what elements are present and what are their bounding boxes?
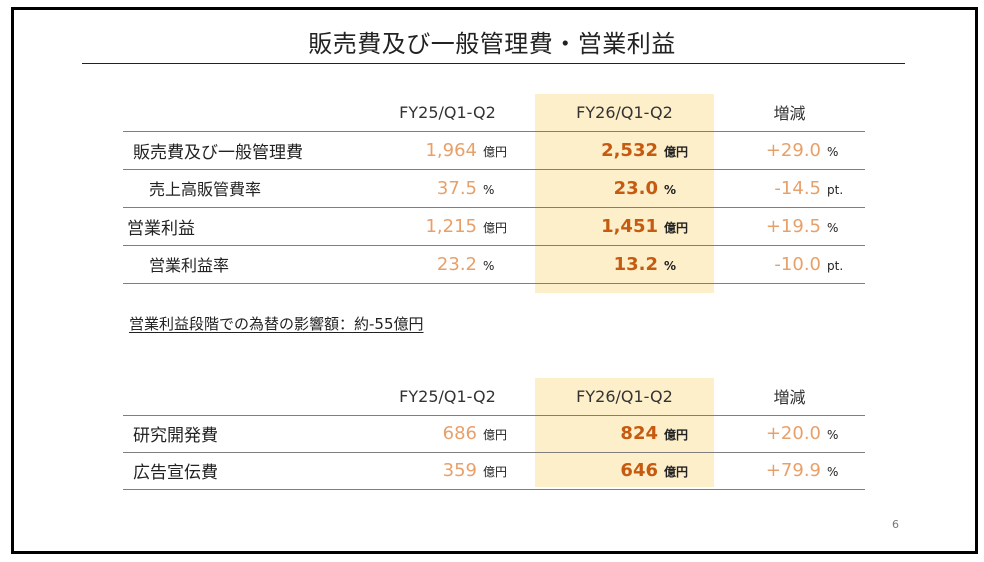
title-divider: [82, 63, 905, 64]
rd-advertising-table: FY25/Q1-Q2 FY26/Q1-Q2 増減 研究開発費 686 億円 824…: [123, 378, 865, 490]
fy25-cell: 1,964 億円: [360, 130, 535, 169]
fy26-value: 824: [620, 423, 658, 444]
row-label: 営業利益率: [123, 244, 360, 284]
fy26-value: 1,451: [601, 215, 658, 237]
header-change: 増減: [773, 388, 806, 408]
fy26-value: 646: [620, 460, 658, 481]
row-label: 営業利益: [123, 206, 360, 245]
slide-frame: [11, 7, 978, 554]
table-header-row: FY25/Q1-Q2 FY26/Q1-Q2 増減: [123, 378, 865, 415]
row-label: 販売費及び一般管理費: [123, 130, 360, 169]
table-header-row: FY25/Q1-Q2 FY26/Q1-Q2 増減: [123, 94, 865, 131]
change-unit: %: [827, 220, 839, 235]
table-row: 売上高販管費率 37.5% 23.0% -14.5 pt.: [123, 168, 865, 207]
fy26-cell: 1,451 億円: [535, 206, 714, 245]
fy25-unit: %: [483, 182, 495, 197]
fy26-cell: 13.2%: [535, 244, 714, 284]
change-value: +20.0: [765, 423, 821, 444]
fy26-unit: %: [664, 258, 677, 273]
row-label: 研究開発費: [123, 414, 360, 452]
fy26-value: 2,532: [601, 139, 658, 161]
fy26-cell: 23.0%: [535, 168, 714, 207]
header-blank: [123, 378, 360, 415]
change-cell: +20.0%: [714, 414, 865, 452]
fy26-value: 23.0: [613, 177, 658, 199]
change-cell: +79.9%: [714, 451, 865, 490]
change-unit: %: [827, 428, 839, 442]
fy25-value: 37.5: [436, 177, 477, 199]
fy25-value: 23.2: [436, 253, 477, 275]
fy26-value: 13.2: [613, 253, 658, 275]
fy25-cell: 23.2%: [360, 244, 535, 284]
fy26-unit: 億円: [664, 465, 689, 479]
header-blank: [123, 94, 360, 131]
table-row: 研究開発費 686 億円 824 億円 +20.0%: [123, 414, 865, 452]
header-fy26: FY26/Q1-Q2: [576, 102, 673, 122]
fy25-cell: 1,215 億円: [360, 206, 535, 245]
fy25-value: 359: [442, 460, 477, 481]
fy26-cell: 2,532 億円: [535, 130, 714, 169]
fy26-unit: 億円: [664, 144, 689, 159]
header-fy25: FY25/Q1-Q2: [399, 102, 496, 122]
page-number: 6: [892, 518, 899, 531]
change-unit: %: [827, 144, 839, 159]
table-row: 営業利益率 23.2% 13.2% -10.0 pt.: [123, 244, 865, 284]
change-value: +19.5: [765, 215, 821, 237]
change-unit: pt.: [827, 182, 844, 197]
fy25-unit: 億円: [483, 220, 508, 235]
fy25-unit: 億円: [483, 144, 508, 159]
change-value: -14.5: [774, 177, 821, 199]
fy25-cell: 37.5%: [360, 168, 535, 207]
change-cell: -10.0 pt.: [714, 244, 865, 284]
fy26-unit: 億円: [664, 220, 689, 235]
fy25-cell: 686 億円: [360, 414, 535, 452]
fy26-cell: 824 億円: [535, 414, 714, 452]
fy25-unit: 億円: [483, 465, 508, 479]
change-cell: -14.5 pt.: [714, 168, 865, 207]
change-value: +29.0: [765, 139, 821, 161]
slide-title: 販売費及び一般管理費・営業利益: [308, 30, 676, 58]
table-row: 営業利益 1,215 億円 1,451 億円 +19.5%: [123, 206, 865, 245]
change-unit: %: [827, 465, 839, 479]
fy26-unit: %: [664, 182, 677, 197]
table-row: 広告宣伝費 359 億円 646 億円 +79.9%: [123, 451, 865, 490]
change-cell: +19.5%: [714, 206, 865, 245]
header-fy25: FY25/Q1-Q2: [399, 386, 496, 406]
change-cell: +29.0%: [714, 130, 865, 169]
sga-operating-profit-table: FY25/Q1-Q2 FY26/Q1-Q2 増減 販売費及び一般管理費 1,96…: [123, 94, 865, 284]
header-change: 増減: [773, 104, 806, 124]
fy25-value: 686: [442, 423, 477, 444]
fy25-cell: 359 億円: [360, 451, 535, 490]
change-value: +79.9: [765, 460, 821, 481]
fx-impact-note: 営業利益段階での為替の影響額：約-55億円: [129, 315, 424, 333]
fy26-cell: 646 億円: [535, 451, 714, 490]
row-label: 売上高販管費率: [123, 168, 360, 207]
change-value: -10.0: [774, 253, 821, 275]
change-unit: pt.: [827, 258, 844, 273]
header-fy26: FY26/Q1-Q2: [576, 386, 673, 406]
row-label: 広告宣伝費: [123, 451, 360, 490]
fy25-unit: 億円: [483, 428, 508, 442]
fy25-value: 1,215: [425, 215, 477, 237]
fy26-unit: 億円: [664, 428, 689, 442]
fy25-value: 1,964: [425, 139, 477, 161]
fy25-unit: %: [483, 258, 495, 273]
table-row: 販売費及び一般管理費 1,964 億円 2,532 億円 +29.0%: [123, 130, 865, 169]
